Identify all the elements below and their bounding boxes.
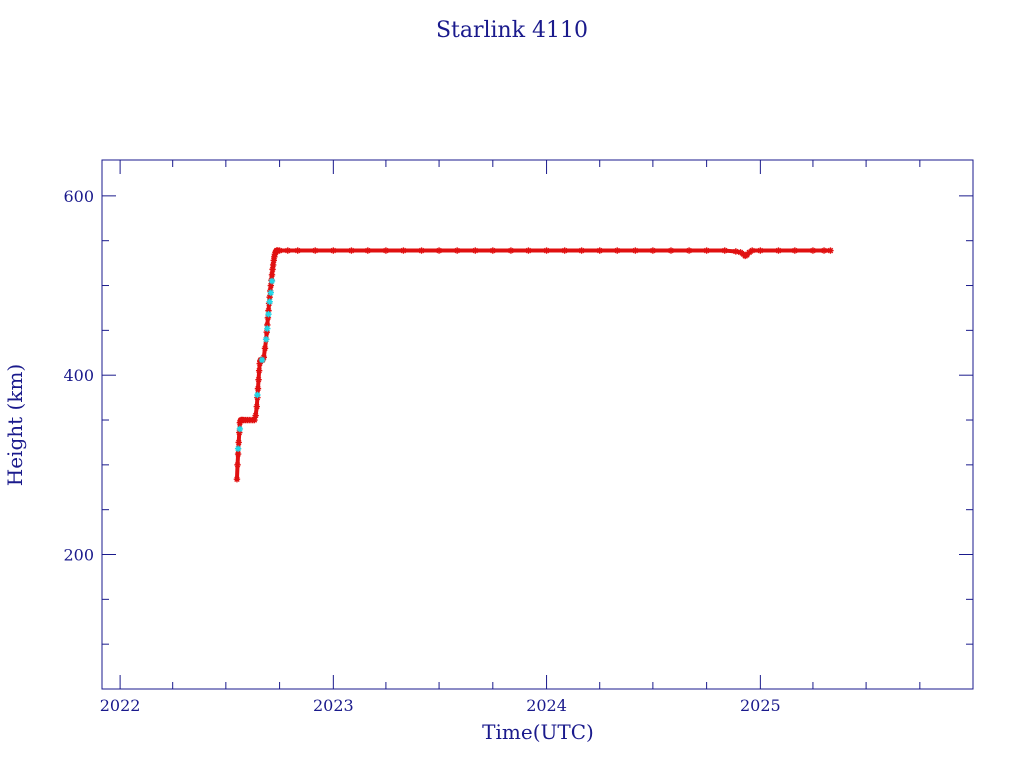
data-point	[267, 289, 275, 296]
y-tick-label: 400	[63, 366, 94, 385]
data-point	[791, 247, 799, 254]
x-tick-label: 2023	[313, 696, 354, 715]
y-axis-tick-labels: 200 400 600	[63, 187, 94, 565]
data-point	[453, 247, 461, 254]
data-point	[270, 257, 277, 264]
series-1	[234, 277, 276, 452]
data-point	[820, 247, 828, 254]
data-point	[266, 293, 273, 301]
data-point	[330, 247, 337, 254]
data-point	[269, 261, 277, 269]
plot-frame	[101, 159, 974, 690]
data-point	[667, 247, 675, 254]
series-trace	[234, 248, 833, 482]
data-point	[525, 247, 532, 254]
data-point	[748, 247, 756, 254]
data-point	[269, 266, 276, 273]
data-point	[284, 247, 291, 254]
data-point	[578, 247, 585, 254]
data-point	[418, 247, 425, 254]
data-point	[265, 311, 272, 318]
data-point	[265, 307, 272, 314]
data-point	[757, 247, 764, 254]
data-point	[775, 247, 782, 254]
data-point	[746, 249, 753, 256]
data-point	[276, 247, 283, 254]
y-tick-label: 200	[63, 546, 94, 565]
data-point	[649, 247, 657, 254]
data-point	[268, 277, 276, 285]
x-tick-label: 2024	[526, 696, 567, 715]
data-point	[561, 247, 568, 254]
data-point	[254, 385, 262, 392]
data-point	[252, 412, 259, 419]
data-point	[364, 247, 371, 254]
data-point	[489, 247, 497, 254]
data-point	[258, 356, 266, 364]
data-point	[400, 247, 407, 254]
data-point	[743, 251, 751, 259]
data-point	[721, 247, 728, 254]
data-point	[543, 247, 550, 254]
data-point	[268, 271, 276, 278]
data-point	[614, 247, 621, 254]
data-point	[472, 247, 479, 254]
data-point	[382, 247, 390, 254]
data-point	[435, 247, 443, 254]
x-axis-label: Time(UTC)	[482, 720, 594, 744]
y-axis-ticks	[102, 195, 973, 645]
x-tick-label: 2022	[100, 696, 141, 715]
chart-title: Starlink 4110	[436, 18, 588, 43]
data-point	[596, 247, 603, 254]
data-point	[266, 298, 273, 305]
data-point	[233, 475, 241, 483]
data-point	[507, 247, 515, 254]
data-point	[254, 391, 261, 399]
data-point	[262, 336, 270, 343]
data-point	[264, 314, 272, 322]
data-point	[234, 461, 241, 469]
x-axis-tick-labels: 2022 2023 2024 2025	[100, 696, 781, 715]
data-point	[703, 247, 710, 254]
y-tick-label: 600	[63, 187, 94, 206]
data-point	[255, 367, 263, 374]
data-point	[251, 416, 258, 424]
data-point	[267, 282, 275, 289]
data-point	[253, 403, 261, 410]
data-point	[234, 450, 242, 458]
data-series	[233, 247, 834, 483]
data-point	[312, 247, 319, 254]
data-point	[255, 376, 262, 383]
series-0	[233, 247, 834, 483]
data-point	[827, 247, 834, 254]
data-point	[235, 439, 242, 446]
data-point	[261, 345, 269, 352]
data-point	[809, 247, 817, 254]
x-axis-ticks	[119, 160, 921, 689]
data-point	[264, 321, 271, 329]
data-point	[263, 328, 270, 336]
data-point	[737, 249, 744, 256]
data-point	[236, 425, 244, 433]
data-point	[732, 248, 740, 255]
data-point	[236, 429, 243, 436]
data-point	[685, 247, 693, 254]
data-point	[348, 247, 355, 254]
data-point	[234, 445, 242, 452]
y-axis-label: Height (km)	[3, 364, 27, 486]
data-point	[264, 325, 271, 332]
x-tick-label: 2025	[740, 696, 781, 715]
data-point	[632, 247, 639, 254]
data-point	[294, 247, 301, 254]
